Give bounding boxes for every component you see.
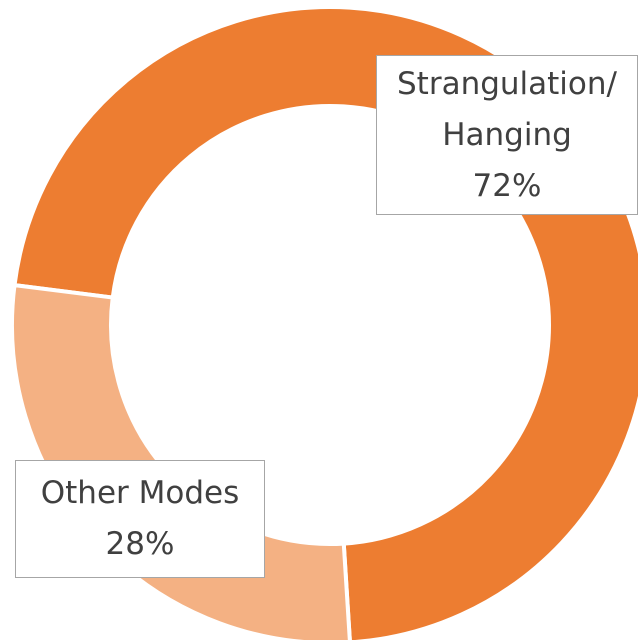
value-label: 28%	[105, 526, 175, 562]
data-label: Strangulation/ Hanging 72%	[376, 55, 638, 215]
value-label: 72%	[472, 167, 542, 204]
data-label: Other Modes 28%	[15, 460, 265, 578]
category-label: Other Modes	[40, 475, 240, 511]
category-label: Strangulation/ Hanging	[397, 65, 617, 153]
